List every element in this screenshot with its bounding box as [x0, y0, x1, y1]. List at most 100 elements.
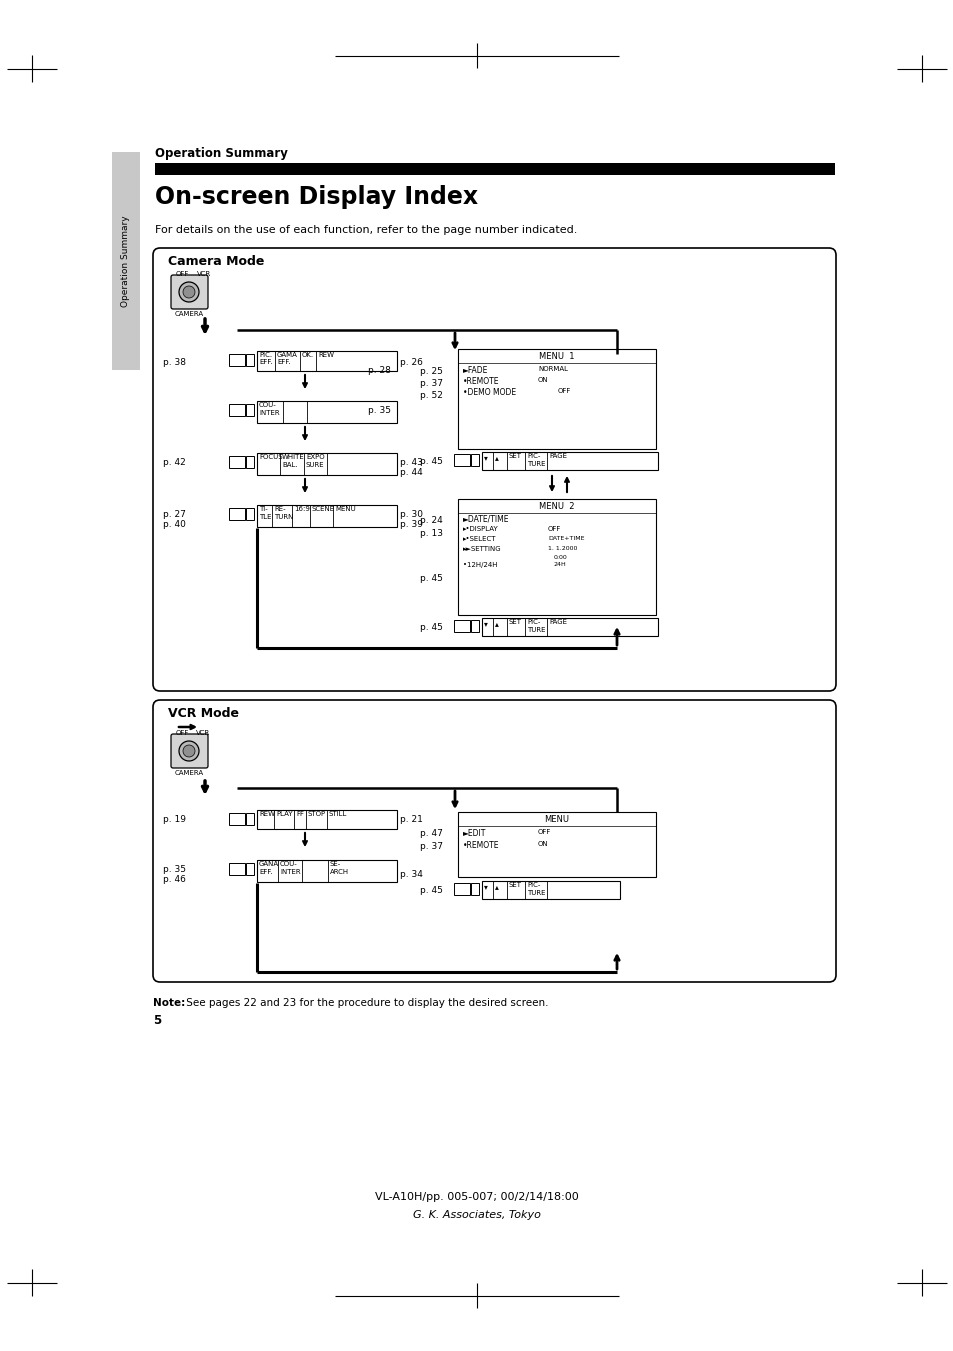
Text: ▴: ▴	[495, 882, 498, 892]
Bar	[256, 401, 396, 423]
Text: 5: 5	[152, 1015, 161, 1027]
Text: ▴: ▴	[495, 453, 498, 462]
Text: NORMAL: NORMAL	[537, 366, 567, 372]
Text: CAMERA: CAMERA	[174, 311, 203, 317]
Text: STILL: STILL	[329, 811, 347, 817]
Circle shape	[183, 286, 194, 299]
Text: p. 25: p. 25	[419, 367, 442, 376]
Text: EFF.: EFF.	[258, 359, 273, 365]
Bar	[457, 812, 656, 877]
Text: ▸•DISPLAY: ▸•DISPLAY	[462, 526, 498, 532]
Bar	[246, 404, 253, 416]
Text: VCR: VCR	[196, 272, 211, 277]
Bar	[481, 881, 619, 898]
Text: SET: SET	[509, 453, 521, 459]
Bar	[256, 861, 396, 882]
Bar	[229, 813, 245, 825]
Text: REW: REW	[317, 353, 334, 358]
Bar	[229, 354, 245, 366]
Text: FOCUS: FOCUS	[258, 454, 282, 459]
Text: WHITE: WHITE	[282, 454, 304, 459]
Circle shape	[179, 282, 199, 303]
Text: p. 39: p. 39	[399, 520, 422, 530]
Text: INTER: INTER	[280, 869, 300, 875]
Bar	[246, 508, 253, 520]
Text: PIC-: PIC-	[526, 882, 539, 888]
Text: ►EDIT: ►EDIT	[462, 830, 486, 838]
Text: ►DATE/TIME: ►DATE/TIME	[462, 515, 509, 524]
Text: Camera Mode: Camera Mode	[168, 255, 264, 267]
Text: MENU: MENU	[544, 815, 569, 824]
Text: DATE+TIME: DATE+TIME	[547, 536, 584, 540]
Text: p. 34: p. 34	[399, 870, 422, 880]
Text: •12H/24H: •12H/24H	[462, 562, 497, 567]
Text: REW: REW	[258, 811, 274, 817]
Text: p. 35: p. 35	[163, 865, 186, 874]
Text: PAGE: PAGE	[548, 619, 566, 626]
Text: PIC-: PIC-	[526, 453, 539, 459]
Text: p. 45: p. 45	[419, 623, 442, 632]
Text: 24H: 24H	[554, 562, 566, 567]
Bar	[246, 863, 253, 875]
Text: p. 45: p. 45	[419, 457, 442, 466]
Text: ▸►SETTING: ▸►SETTING	[462, 546, 501, 553]
Text: GAMA: GAMA	[276, 353, 297, 358]
Text: p. 38: p. 38	[163, 358, 186, 367]
Text: SET: SET	[509, 882, 521, 888]
Text: •REMOTE: •REMOTE	[462, 377, 499, 386]
Text: OFF: OFF	[175, 730, 190, 736]
Text: VL-A10H/pp. 005-007; 00/2/14/18:00: VL-A10H/pp. 005-007; 00/2/14/18:00	[375, 1192, 578, 1202]
Text: VCR: VCR	[195, 730, 210, 736]
Text: TI-: TI-	[258, 507, 268, 512]
Text: TLE: TLE	[258, 513, 272, 520]
Text: p. 44: p. 44	[399, 467, 422, 477]
Text: TURE: TURE	[526, 890, 545, 896]
Text: RE-: RE-	[274, 507, 285, 512]
Text: p. 52: p. 52	[419, 390, 442, 400]
Text: OFF: OFF	[537, 830, 551, 835]
Text: EFF.: EFF.	[258, 869, 273, 875]
Bar	[471, 620, 478, 632]
Text: p. 19: p. 19	[163, 815, 186, 824]
Text: TURE: TURE	[526, 461, 545, 467]
Bar	[246, 813, 253, 825]
Text: PLAY: PLAY	[275, 811, 293, 817]
Text: Note:: Note:	[152, 998, 185, 1008]
Bar	[454, 454, 470, 466]
Bar	[229, 457, 245, 467]
Text: p. 46: p. 46	[163, 875, 186, 884]
Text: p. 24: p. 24	[419, 516, 442, 526]
Text: ▴: ▴	[495, 619, 498, 628]
Bar	[229, 508, 245, 520]
FancyBboxPatch shape	[152, 700, 835, 982]
Text: TURE: TURE	[526, 627, 545, 634]
Text: p. 27: p. 27	[163, 509, 186, 519]
Text: SCENE: SCENE	[312, 507, 335, 512]
Bar	[457, 349, 656, 449]
Text: SE-: SE-	[330, 861, 341, 867]
Text: EXPO: EXPO	[306, 454, 324, 459]
Text: p. 40: p. 40	[163, 520, 186, 530]
Text: SURE: SURE	[306, 462, 324, 467]
Text: •REMOTE: •REMOTE	[462, 842, 499, 850]
Text: p. 35: p. 35	[368, 407, 391, 415]
Text: ON: ON	[537, 842, 548, 847]
Bar	[256, 505, 396, 527]
Text: COU-: COU-	[280, 861, 297, 867]
Text: SET: SET	[509, 619, 521, 626]
Text: p. 30: p. 30	[399, 509, 422, 519]
Bar	[457, 499, 656, 615]
Text: G. K. Associates, Tokyo: G. K. Associates, Tokyo	[413, 1210, 540, 1220]
Bar	[154, 163, 834, 176]
Text: p. 37: p. 37	[419, 842, 442, 851]
Text: p. 21: p. 21	[399, 815, 422, 824]
Text: TURN: TURN	[274, 513, 294, 520]
Text: ▾: ▾	[483, 453, 487, 462]
Text: CAMERA: CAMERA	[174, 770, 203, 775]
Text: BAL.: BAL.	[282, 462, 297, 467]
Bar	[454, 884, 470, 894]
Text: p. 13: p. 13	[419, 530, 442, 538]
Text: COU-: COU-	[258, 403, 276, 408]
Text: p. 45: p. 45	[419, 574, 442, 584]
Text: 16:9: 16:9	[294, 507, 310, 512]
